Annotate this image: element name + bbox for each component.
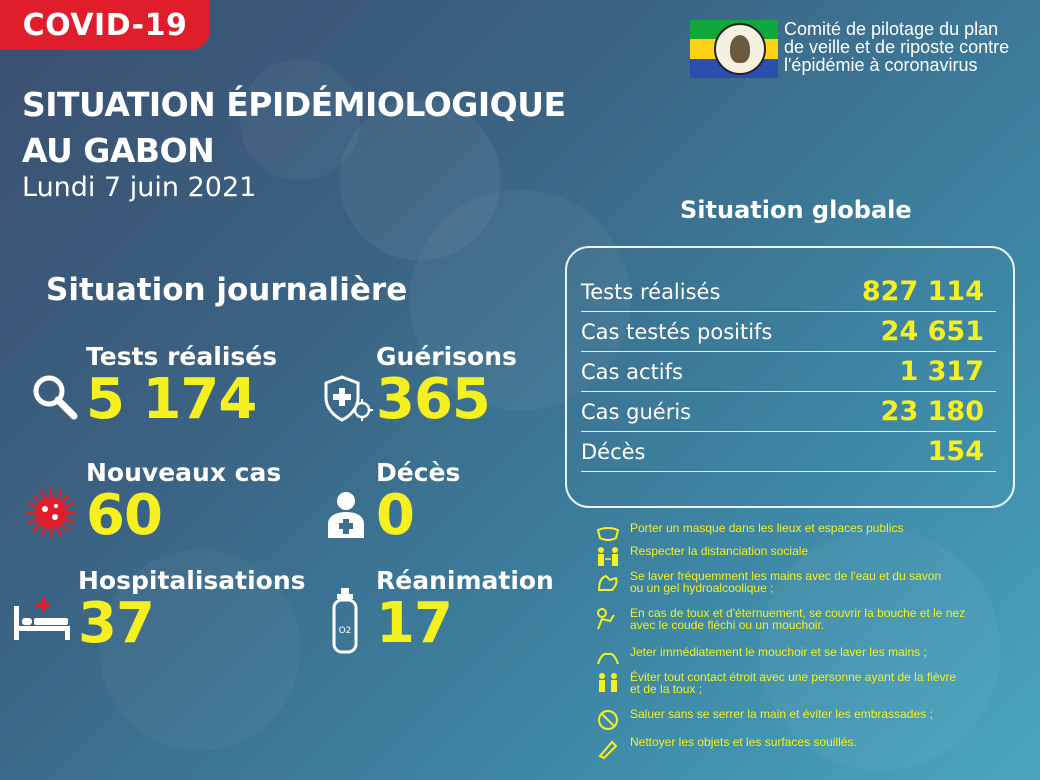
daily-hospitalisations: Hospitalisations 37 [78,566,306,652]
oxygen-tank-icon: O2 [332,588,358,654]
daily-recoveries-value: 365 [376,367,491,432]
daily-new-cases: Nouveaux cas 60 [86,458,281,544]
advice-item-no-handshake: Saluer sans se serrer la main et éviter … [594,708,1024,732]
committee-name: Comité de pilotage du plan de veille et … [784,20,1009,74]
distancing-icon [598,547,618,566]
daily-icu-value: 17 [376,591,453,656]
hospital-bed-icon [14,598,70,640]
advice-text: Se laver fréquemment les mains avec de l… [630,569,942,595]
table-row: Cas guéris 23 180 [581,392,996,432]
committee-line-2: de veille et de riposte contre [784,37,1010,57]
daily-tests-value: 5 174 [86,367,257,432]
global-value: 827 114 [861,276,984,307]
gabon-flag-logo [690,20,778,78]
mask-icon [596,527,620,541]
daily-hospitalisations-value: 37 [78,591,155,656]
global-label: Décès [581,439,646,464]
page-title: SITUATION ÉPIDÉMIOLOGIQUE AU GABON [22,82,566,174]
advice-item-cleaning: Nettoyer les objets et les surfaces soui… [594,736,1024,760]
table-row: Tests réalisés 827 114 [581,272,996,312]
shield-virus-icon [324,375,373,422]
daily-icu-label: Réanimation [376,566,554,595]
report-date: Lundi 7 juin 2021 [22,172,257,203]
advice-item-avoid-contact: Éviter tout contact étroit avec une pers… [594,671,1024,695]
global-value: 23 180 [880,396,984,427]
advice-text: Porter un masque dans les lieux et espac… [630,521,904,535]
cleaning-icon [598,740,618,760]
daily-new-cases-value: 60 [86,483,163,548]
global-value: 154 [927,436,984,467]
daily-tests-label: Tests réalisés [86,342,278,371]
daily-tests: Tests réalisés 5 174 [86,342,277,428]
republic-seal-icon [714,23,766,75]
global-label: Tests réalisés [581,279,721,304]
global-heading: Situation globale [680,196,912,224]
handwash-icon [597,574,618,591]
tissue-icon [597,652,619,665]
magnifier-icon [33,375,78,420]
virus-icon [26,488,76,538]
advice-text: Respecter la distanciation sociale [630,544,809,558]
global-label: Cas guéris [581,399,692,424]
daily-new-cases-label: Nouveaux cas [86,458,282,487]
advice-item-mask: Porter un masque dans les lieux et espac… [594,522,1024,546]
advice-text: Saluer sans se serrer la main et éviter … [630,707,933,721]
daily-hospitalisations-label: Hospitalisations [78,566,306,595]
daily-deaths: Décès 0 [376,458,460,544]
avoid-contact-icon [599,673,617,692]
advice-text: Éviter tout contact étroit avec une pers… [630,670,957,696]
daily-recoveries: Guérisons 365 [376,342,517,428]
title-line-2: AU GABON [22,131,215,170]
daily-deaths-value: 0 [376,483,415,548]
global-value: 1 317 [899,356,984,387]
daily-icu: Réanimation 17 [376,566,554,652]
advice-text: Nettoyer les objets et les surfaces soui… [630,735,857,749]
daily-heading: Situation journalière [46,272,408,308]
covid-tag: COVID-19 [0,0,210,50]
advice-item-cough: En cas de toux et d'éternuement, se couv… [594,607,1024,631]
daily-recoveries-label: Guérisons [376,342,517,371]
title-line-1: SITUATION ÉPIDÉMIOLOGIQUE [22,85,566,124]
advice-item-distancing: Respecter la distanciation sociale [594,545,1024,569]
committee-line-1: Comité de pilotage du plan [784,19,999,39]
person-cross-icon [328,492,364,538]
advice-text: En cas de toux et d'éternuement, se couv… [630,606,966,632]
advice-item-handwash: Se laver fréquemment les mains avec de l… [594,570,1024,594]
advice-text: Jeter immédiatement le mouchoir et se la… [630,645,927,659]
table-row: Décès 154 [581,432,996,472]
global-label: Cas testés positifs [581,319,773,344]
advice-item-tissue: Jeter immédiatement le mouchoir et se la… [594,646,1024,670]
no-handshake-icon [598,710,618,730]
cough-elbow-icon [597,608,615,630]
global-table: Tests réalisés 827 114 Cas testés positi… [565,246,1015,508]
daily-deaths-label: Décès [376,458,461,487]
table-row: Cas actifs 1 317 [581,352,996,392]
global-value: 24 651 [880,316,984,347]
global-label: Cas actifs [581,359,683,384]
committee-line-3: l'épidémie à coronavirus [784,55,978,75]
table-row: Cas testés positifs 24 651 [581,312,996,352]
committee-block: Comité de pilotage du plan de veille et … [690,20,1035,82]
svg-text:O2: O2 [339,626,352,636]
